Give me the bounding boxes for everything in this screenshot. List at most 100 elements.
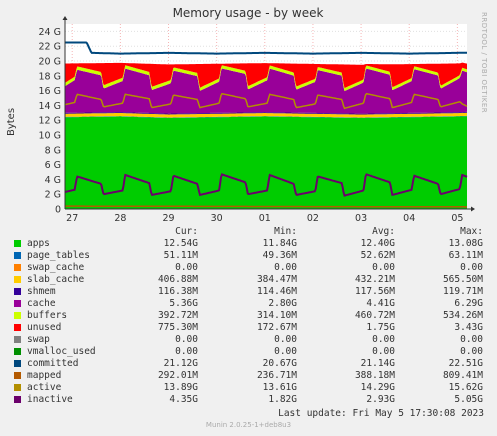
y-tick-label: 12 G xyxy=(39,116,61,127)
area-apps xyxy=(65,116,467,209)
y-tick-label: 20 G xyxy=(39,57,61,68)
legend-min: 1.82G xyxy=(268,394,297,405)
legend-row: vmalloc_used 0.00 0.00 0.00 0.00 xyxy=(0,346,497,358)
legend-avg: 2.93G xyxy=(366,394,395,405)
header-avg: Avg: xyxy=(372,226,395,237)
legend-series-name: slab_cache xyxy=(27,274,85,285)
legend-avg: 460.72M xyxy=(354,310,395,321)
legend-avg: 52.62M xyxy=(360,250,395,261)
y-axis-label: Bytes xyxy=(6,108,17,136)
legend-avg: 12.40G xyxy=(360,238,395,249)
x-tick-label: 29 xyxy=(162,213,174,224)
legend-swatch xyxy=(14,360,21,367)
legend-max: 0.00 xyxy=(460,262,483,273)
legend-max: 6.29G xyxy=(454,298,483,309)
legend-cur: 292.01M xyxy=(157,370,198,381)
x-axis-arrow xyxy=(471,206,475,212)
legend-series-name: swap xyxy=(27,334,50,345)
x-tick-label: 30 xyxy=(211,213,223,224)
legend-avg: 0.00 xyxy=(372,346,395,357)
area-buffers xyxy=(65,65,467,92)
legend-min: 172.67M xyxy=(256,322,297,333)
legend-series-name: shmem xyxy=(27,286,56,297)
legend-avg: 388.18M xyxy=(354,370,395,381)
area-unused xyxy=(65,62,467,88)
x-tick-label: 02 xyxy=(307,213,319,224)
legend-avg: 21.14G xyxy=(360,358,395,369)
y-tick-label: 24 G xyxy=(39,27,61,38)
x-tick-label: 27 xyxy=(66,213,78,224)
legend-row: committed 21.12G 20.67G 21.14G 22.51G xyxy=(0,358,497,370)
legend-swatch xyxy=(14,384,21,391)
legend-cur: 775.30M xyxy=(157,322,198,333)
axes: 0 2 G 4 G 6 G 8 G 10 G 12 G 14 G 16 G 18 G 20 G 22 … xyxy=(39,16,475,224)
legend-cur: 13.89G xyxy=(163,382,198,393)
legend-swatch xyxy=(14,348,21,355)
x-tick-label: 01 xyxy=(259,213,271,224)
legend-series-name: inactive xyxy=(27,394,73,405)
legend-max: 22.51G xyxy=(448,358,483,369)
legend-min: 0.00 xyxy=(274,334,297,345)
legend-row: swap_cache 0.00 0.00 0.00 0.00 xyxy=(0,262,497,274)
legend-row: slab_cache 406.88M 384.47M 432.21M 565.50M xyxy=(0,274,497,286)
legend-cur: 0.00 xyxy=(175,334,198,345)
legend-cur: 51.11M xyxy=(163,250,198,261)
legend-max: 63.11M xyxy=(448,250,483,261)
legend-max: 119.71M xyxy=(442,286,483,297)
rrdtool-credit: RRDTOOL / TOBI OETIKER xyxy=(480,12,488,114)
legend-row: inactive 4.35G 1.82G 2.93G 5.05G xyxy=(0,394,497,406)
legend-swatch xyxy=(14,336,21,343)
legend-min: 236.71M xyxy=(256,370,297,381)
legend-min: 13.61G xyxy=(262,382,297,393)
legend-series-name: vmalloc_used xyxy=(27,346,96,357)
y-tick-label: 4 G xyxy=(45,175,61,186)
legend-max: 534.26M xyxy=(442,310,483,321)
header-cur: Cur: xyxy=(175,226,198,237)
legend-cur: 4.35G xyxy=(169,394,198,405)
legend-cur: 0.00 xyxy=(175,262,198,273)
legend-max: 565.50M xyxy=(442,274,483,285)
legend-swatch xyxy=(14,288,21,295)
legend-series-name: mapped xyxy=(27,370,62,381)
legend-series-name: apps xyxy=(27,238,50,249)
legend-swatch xyxy=(14,240,21,247)
legend-avg: 4.41G xyxy=(366,298,395,309)
legend-min: 314.10M xyxy=(256,310,297,321)
legend-max: 13.08G xyxy=(448,238,483,249)
y-tick-label: 2 G xyxy=(45,190,61,201)
line-active xyxy=(64,92,468,110)
legend-max: 0.00 xyxy=(460,334,483,345)
legend-swatch xyxy=(14,300,21,307)
legend-row: mapped 292.01M 236.71M 388.18M 809.41M xyxy=(0,370,497,382)
legend-rows: apps 12.54G 11.84G 12.40G 13.08G page_tables 5… xyxy=(0,238,497,406)
legend-max: 5.05G xyxy=(454,394,483,405)
y-tick-label: 14 G xyxy=(39,101,61,112)
legend-avg: 0.00 xyxy=(372,262,395,273)
legend-swatch xyxy=(14,264,21,271)
legend-row: unused 775.30M 172.67M 1.75G 3.43G xyxy=(0,322,497,334)
legend-cur: 21.12G xyxy=(163,358,198,369)
legend-row: swap 0.00 0.00 0.00 0.00 xyxy=(0,334,497,346)
area-shmem xyxy=(65,111,467,115)
x-tick-label: 03 xyxy=(355,213,367,224)
chart-title: Memory usage - by week xyxy=(173,6,324,20)
line-committed xyxy=(65,41,467,55)
y-tick-label: 0 xyxy=(55,205,61,216)
header-min: Min: xyxy=(274,226,297,237)
legend-series-name: buffers xyxy=(27,310,68,321)
legend-avg: 117.56M xyxy=(354,286,395,297)
line-inactive xyxy=(64,173,468,197)
y-axis-arrow xyxy=(62,16,68,20)
legend-series-name: page_tables xyxy=(27,250,90,261)
area-cache xyxy=(65,68,467,114)
legend-series-name: committed xyxy=(27,358,79,369)
y-tick-label: 22 G xyxy=(39,42,61,53)
legend-series-name: unused xyxy=(27,322,62,333)
x-tick-label: 04 xyxy=(403,213,415,224)
legend-min: 0.00 xyxy=(274,262,297,273)
legend-min: 11.84G xyxy=(262,238,297,249)
legend-swatch xyxy=(14,276,21,283)
legend-max: 15.62G xyxy=(448,382,483,393)
x-tick-label: 28 xyxy=(114,213,126,224)
line-series xyxy=(64,41,468,208)
